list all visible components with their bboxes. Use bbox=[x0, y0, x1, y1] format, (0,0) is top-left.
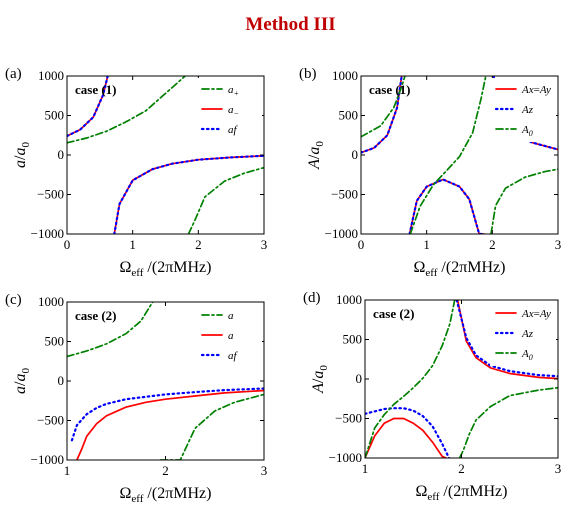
y-axis-label: a/a0 bbox=[12, 142, 32, 168]
y-axis-label: A/a0 bbox=[310, 365, 330, 394]
case-label: case (2) bbox=[75, 308, 117, 323]
x-tick-label: 3 bbox=[261, 237, 268, 252]
x-tick-label: 0 bbox=[64, 237, 71, 252]
y-tick-label: 0 bbox=[58, 147, 65, 162]
x-tick-label: 1 bbox=[129, 237, 136, 252]
figure-title: Method III bbox=[245, 14, 336, 35]
legend-entry: A0 bbox=[521, 124, 533, 138]
panel-label: (b) bbox=[299, 66, 317, 82]
series-line-A0 bbox=[365, 300, 558, 458]
y-tick-label: 1000 bbox=[38, 68, 64, 83]
legend: Ax=Ay Az A0 bbox=[490, 302, 556, 366]
case-label: case (1) bbox=[369, 82, 411, 97]
x-tick-label: 1 bbox=[362, 461, 369, 476]
y-tick-label: 500 bbox=[343, 332, 363, 347]
legend-entry: a+ bbox=[228, 84, 239, 98]
case-label: case (2) bbox=[373, 306, 415, 321]
legend-entry: a bbox=[228, 330, 234, 342]
y-tick-label: 500 bbox=[339, 108, 359, 123]
y-tick-label: −1000 bbox=[325, 226, 358, 241]
series-line-af bbox=[70, 387, 264, 442]
x-tick-label: 3 bbox=[555, 237, 562, 252]
chart-panel: 1 2 3 −1000 −500 0 500 1000 (d) case (2) A/a0 Ωeff … bbox=[303, 290, 561, 503]
y-tick-label: 1000 bbox=[336, 292, 362, 307]
x-tick-label: 3 bbox=[261, 463, 268, 478]
legend-entry: a− bbox=[228, 104, 239, 118]
legend-entry: Ax=Ay bbox=[521, 84, 551, 96]
x-axis-label: Ωeff /(2πMHz) bbox=[414, 259, 506, 279]
legend-entry: a bbox=[228, 310, 234, 322]
series-line-af bbox=[67, 76, 264, 234]
y-tick-label: 0 bbox=[352, 147, 359, 162]
y-tick-label: 0 bbox=[356, 371, 363, 386]
x-tick-label: 2 bbox=[162, 463, 169, 478]
y-tick-label: 0 bbox=[58, 373, 65, 388]
x-tick-label: 1 bbox=[423, 237, 430, 252]
y-tick-label: 500 bbox=[45, 108, 65, 123]
y-tick-label: −1000 bbox=[31, 226, 64, 241]
y-tick-label: −1000 bbox=[329, 450, 362, 465]
y-tick-label: 1000 bbox=[38, 294, 64, 309]
panel-label: (d) bbox=[303, 290, 321, 306]
y-axis-label: a/a0 bbox=[12, 368, 32, 394]
legend: a+ a− af bbox=[196, 78, 262, 142]
legend-entry: Az bbox=[521, 328, 534, 340]
x-tick-label: 2 bbox=[195, 237, 202, 252]
plot-area bbox=[67, 76, 264, 234]
y-tick-label: −500 bbox=[37, 187, 64, 202]
y-tick-label: −500 bbox=[331, 187, 358, 202]
x-tick-label: 1 bbox=[64, 463, 71, 478]
legend-entry: Ax=Ay bbox=[521, 308, 551, 320]
legend-entry: Az bbox=[521, 104, 534, 116]
x-axis-label: Ωeff /(2πMHz) bbox=[416, 483, 508, 503]
plot-area bbox=[365, 300, 558, 458]
chart-panel: 1 2 3 −1000 −500 0 500 1000 (c) case (2) a/a0 Ωeff … bbox=[5, 292, 267, 505]
x-tick-label: 2 bbox=[458, 461, 465, 476]
plot-area bbox=[67, 302, 264, 460]
chart-panel: 0 1 2 3 −1000 −500 0 500 1000 (b) case (1) A/a0 Ωeff… bbox=[299, 66, 561, 279]
legend-entry: A0 bbox=[521, 348, 533, 362]
legend-entry: af bbox=[228, 124, 239, 136]
legend-entry: af bbox=[228, 350, 239, 362]
series-line-a+ bbox=[67, 76, 264, 234]
series-line-a bbox=[76, 389, 264, 460]
y-axis-label: A/a0 bbox=[306, 141, 326, 170]
y-tick-label: 500 bbox=[45, 334, 65, 349]
legend: aa af bbox=[196, 304, 262, 368]
x-tick-label: 2 bbox=[489, 237, 496, 252]
y-tick-label: −500 bbox=[37, 413, 64, 428]
y-tick-label: −500 bbox=[335, 411, 362, 426]
panel-label: (c) bbox=[5, 292, 22, 308]
y-tick-label: 1000 bbox=[332, 68, 358, 83]
x-axis-label: Ωeff /(2πMHz) bbox=[120, 259, 212, 279]
series-line-Ax=Ay bbox=[365, 300, 558, 458]
case-label: case (1) bbox=[75, 82, 117, 97]
series-line-A0 bbox=[361, 76, 558, 234]
x-tick-label: 0 bbox=[358, 237, 365, 252]
x-axis-label: Ωeff /(2πMHz) bbox=[120, 485, 212, 505]
series-line-a bbox=[67, 302, 264, 460]
x-tick-label: 3 bbox=[555, 461, 562, 476]
legend: Ax=Ay Az A0 bbox=[490, 78, 556, 142]
chart-panel: 0 1 2 3 −1000 −500 0 500 1000 (a) case (1) a/a0 Ωeff… bbox=[5, 66, 267, 279]
panel-label: (a) bbox=[5, 66, 22, 82]
y-tick-label: −1000 bbox=[31, 452, 64, 467]
